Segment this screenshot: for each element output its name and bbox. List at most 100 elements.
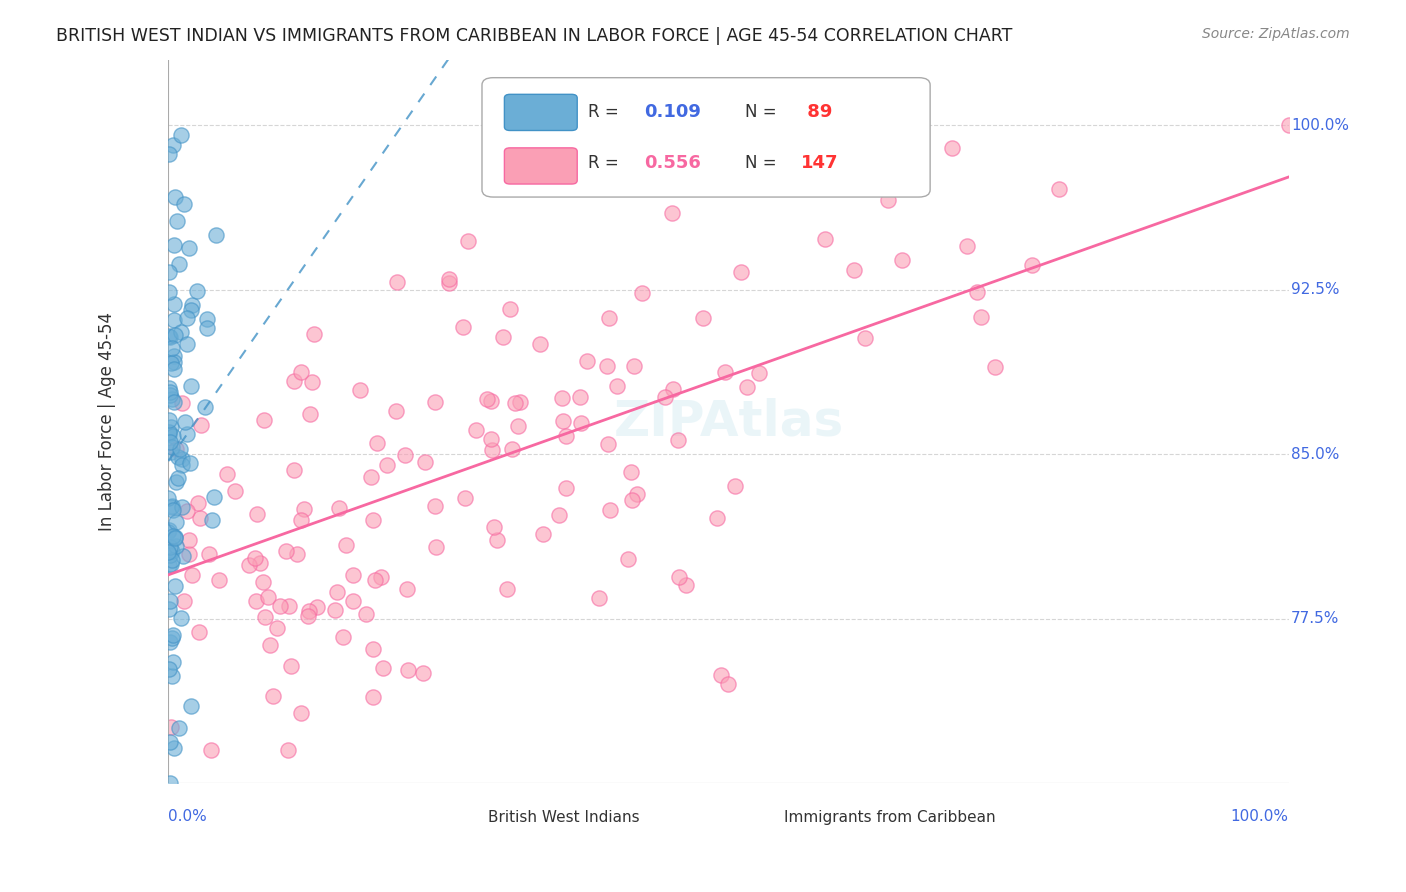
Point [492,330,515,344]
Point [269,599,291,613]
Point [626,486,648,500]
Text: 77.5%: 77.5% [1291,611,1340,626]
Point [170,396,193,410]
Point [224,483,246,498]
Point [160,499,183,513]
Point [425,540,447,554]
Point [277,599,299,613]
Point [188,511,211,525]
Point [509,395,531,409]
Point [285,547,308,561]
Point [165,516,187,530]
Text: 92.5%: 92.5% [1291,282,1340,297]
Point [548,508,571,522]
Point [252,574,274,589]
Point [201,512,224,526]
Point [162,503,184,517]
Point [159,594,181,608]
Point [157,146,180,161]
Point [675,577,697,591]
Point [1021,258,1043,272]
Point [482,520,505,534]
Point [569,416,592,430]
Point [163,328,186,343]
Point [361,690,384,704]
Point [290,365,312,379]
Text: ZIPAtlas: ZIPAtlas [613,397,844,445]
Point [499,301,522,316]
Point [551,414,574,428]
Point [173,196,195,211]
Point [748,366,770,380]
Point [596,359,619,373]
Point [159,388,181,402]
Point [177,533,200,547]
Text: N =: N = [745,103,782,121]
Point [160,631,183,645]
Point [262,689,284,703]
Point [157,491,180,506]
Point [159,558,181,572]
Point [283,463,305,477]
Point [298,407,321,421]
Point [412,666,434,681]
Point [162,740,184,755]
Point [706,510,728,524]
Point [877,193,900,207]
Point [170,611,193,625]
Point [385,275,408,289]
Point [588,591,610,605]
Point [181,298,204,312]
Point [163,237,186,252]
Point [371,661,394,675]
Point [361,513,384,527]
Point [170,500,193,514]
Point [666,433,689,447]
Point [166,213,188,227]
Point [157,265,180,279]
Point [717,105,740,120]
Point [257,591,280,605]
Point [157,524,180,539]
Point [165,579,187,593]
Point [364,573,387,587]
Point [301,375,323,389]
Point [970,310,993,324]
Point [956,239,979,253]
FancyBboxPatch shape [482,78,931,197]
Point [385,403,408,417]
Point [623,359,645,373]
Point [617,551,640,566]
Text: R =: R = [589,103,624,121]
Point [485,533,508,547]
Point [170,128,193,143]
Point [966,285,988,299]
Point [169,442,191,456]
Point [160,544,183,558]
Point [187,624,209,639]
Point [162,429,184,443]
Point [413,455,436,469]
Text: N =: N = [745,154,782,172]
Point [176,310,198,325]
Point [290,513,312,527]
Point [280,659,302,673]
Point [217,467,239,481]
Point [479,432,502,446]
Point [167,257,190,271]
Point [714,365,737,379]
Point [375,458,398,472]
Point [253,413,276,427]
Point [159,500,181,514]
Point [782,161,804,175]
Point [335,539,357,553]
Point [160,341,183,355]
Point [162,655,184,669]
Point [631,285,654,300]
Point [307,599,329,614]
Point [179,547,201,561]
Point [200,743,222,757]
Point [529,336,551,351]
Point [941,141,963,155]
Point [326,585,349,599]
